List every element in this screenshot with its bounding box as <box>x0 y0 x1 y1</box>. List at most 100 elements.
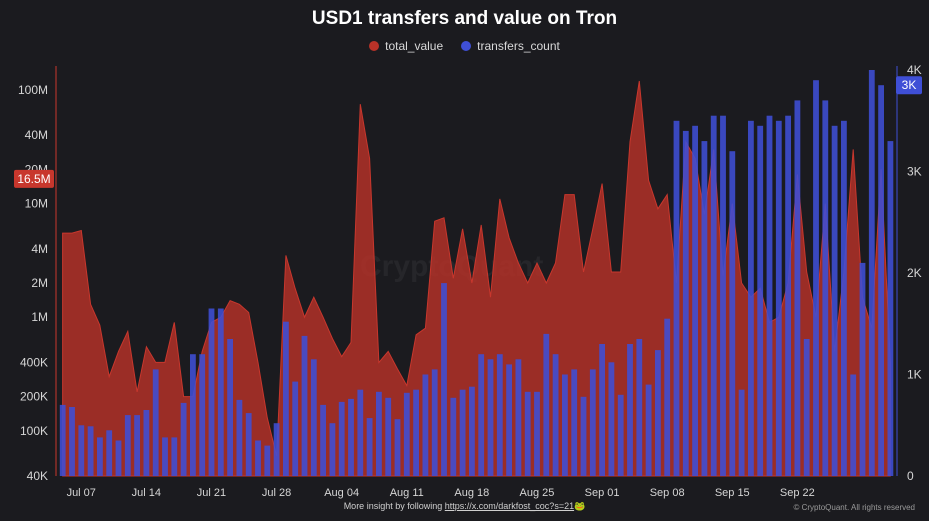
bar-transfers-count <box>850 374 857 476</box>
bar-transfers-count <box>283 321 289 476</box>
bar-transfers-count <box>729 151 736 476</box>
bar-transfers-count <box>859 262 866 476</box>
bar-transfers-count <box>59 404 66 476</box>
bar-transfers-count <box>868 70 875 476</box>
bar-transfers-count <box>775 120 782 477</box>
footer: More insight by following https://x.com/… <box>0 501 929 512</box>
bar-transfers-count <box>469 386 475 476</box>
bar-transfers-count <box>115 440 122 476</box>
bar-transfers-count <box>534 391 540 476</box>
bar-transfers-count <box>794 100 801 477</box>
bar-transfers-count <box>255 440 261 476</box>
bar-transfers-count <box>357 389 364 476</box>
bar-transfers-count <box>664 318 671 476</box>
bar-transfers-count <box>720 115 726 476</box>
bar-transfers-count <box>757 125 764 477</box>
right-tick-label: 3K <box>907 165 922 179</box>
x-tick-label: Jul 21 <box>197 487 226 499</box>
bar-transfers-count <box>459 389 466 476</box>
bar-transfers-count <box>162 437 168 476</box>
bar-transfers-count <box>831 125 838 477</box>
bar-transfers-count <box>208 308 215 476</box>
right-value-badge <box>896 76 922 95</box>
left-tick-label: 40K <box>27 469 48 483</box>
chart-title: USD1 transfers and value on Tron <box>311 8 618 29</box>
x-tick-label: Sep 01 <box>585 487 620 499</box>
bar-transfers-count <box>608 362 615 476</box>
bar-transfers-count <box>645 384 652 476</box>
bar-transfers-count <box>413 389 419 476</box>
bar-transfers-count <box>338 401 345 476</box>
bar-transfers-count <box>766 115 773 476</box>
bar-transfers-count <box>292 381 299 476</box>
left-value-badge <box>14 169 54 188</box>
legend-item-transfers-count[interactable]: transfers_count <box>461 39 560 53</box>
bar-transfers-count <box>692 125 698 477</box>
bar-transfers-count <box>552 354 559 476</box>
bar-transfers-count <box>394 419 401 476</box>
bar-transfers-count <box>571 369 578 476</box>
right-value-badge-label: 3K <box>902 78 917 92</box>
bar-transfers-count <box>599 344 605 476</box>
bar-transfers-count <box>515 359 522 476</box>
frog-emoji-icon: 🐸 <box>574 501 586 511</box>
x-tick-label: Jul 28 <box>262 487 291 499</box>
bar-transfers-count <box>227 339 233 476</box>
bar-transfers-count <box>320 404 326 476</box>
bar-transfers-count <box>310 359 317 476</box>
bar-transfers-count <box>524 391 531 476</box>
bar-transfers-count <box>97 437 103 476</box>
bar-transfers-count <box>217 308 224 476</box>
bar-transfers-count <box>803 339 810 476</box>
right-tick-label: 0 <box>907 469 914 483</box>
copyright-credit: © CryptoQuant. All rights reserved <box>793 503 916 512</box>
left-tick-label: 4M <box>31 242 48 256</box>
bar-transfers-count <box>87 426 94 476</box>
bar-transfers-count <box>441 283 447 476</box>
right-tick-label: 4K <box>907 63 922 77</box>
bar-transfers-count <box>841 120 847 477</box>
bar-transfers-count <box>506 364 512 476</box>
bar-transfers-count <box>701 141 708 476</box>
legend-label-total-value: total_value <box>385 39 444 53</box>
bar-transfers-count <box>403 392 410 476</box>
bar-transfers-count <box>655 350 661 476</box>
bar-transfers-count <box>450 397 457 476</box>
footer-link[interactable]: https://x.com/darkfost_coc?s=21 <box>444 501 575 511</box>
bar-transfers-count <box>78 425 85 477</box>
x-tick-label: Jul 14 <box>132 487 161 499</box>
x-tick-label: Aug 11 <box>390 487 424 499</box>
bar-transfers-count <box>273 423 280 476</box>
legend-item-total-value[interactable]: total_value <box>369 39 443 53</box>
left-tick-label: 1M <box>31 310 48 324</box>
right-tick-label: 2K <box>907 266 922 280</box>
legend-swatch-total-value <box>369 41 380 51</box>
bar-transfers-count <box>617 394 624 476</box>
bar-transfers-count <box>496 354 503 476</box>
bar-transfers-count <box>106 430 113 476</box>
left-tick-label: 100M <box>18 83 48 97</box>
bar-transfers-count <box>180 402 187 476</box>
bar-transfers-count <box>152 369 159 476</box>
bar-transfers-count <box>478 354 485 476</box>
bar-transfers-count <box>673 120 680 477</box>
x-tick-label: Aug 18 <box>454 487 489 499</box>
left-tick-label: 40M <box>25 128 48 142</box>
left-tick-label: 100K <box>20 424 48 438</box>
x-tick-label: Aug 04 <box>324 487 359 499</box>
left-tick-label: 400K <box>20 355 48 369</box>
bar-transfers-count <box>589 369 596 476</box>
bar-transfers-count <box>878 85 884 476</box>
bar-transfers-count <box>366 418 373 476</box>
bar-transfers-count <box>385 397 392 476</box>
bar-transfers-count <box>171 437 178 476</box>
bar-transfers-count <box>264 445 271 476</box>
bar-transfers-count <box>562 374 568 476</box>
bar-transfers-count <box>785 115 791 476</box>
bar-transfers-count <box>190 354 196 476</box>
bar-transfers-count <box>245 413 252 476</box>
right-tick-label: 1K <box>907 368 922 382</box>
bar-transfers-count <box>822 100 829 477</box>
bar-transfers-count <box>301 335 308 476</box>
